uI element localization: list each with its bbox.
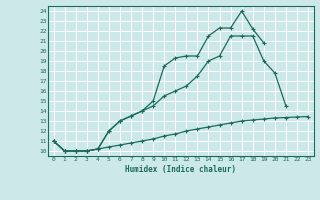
X-axis label: Humidex (Indice chaleur): Humidex (Indice chaleur) [125,165,236,174]
